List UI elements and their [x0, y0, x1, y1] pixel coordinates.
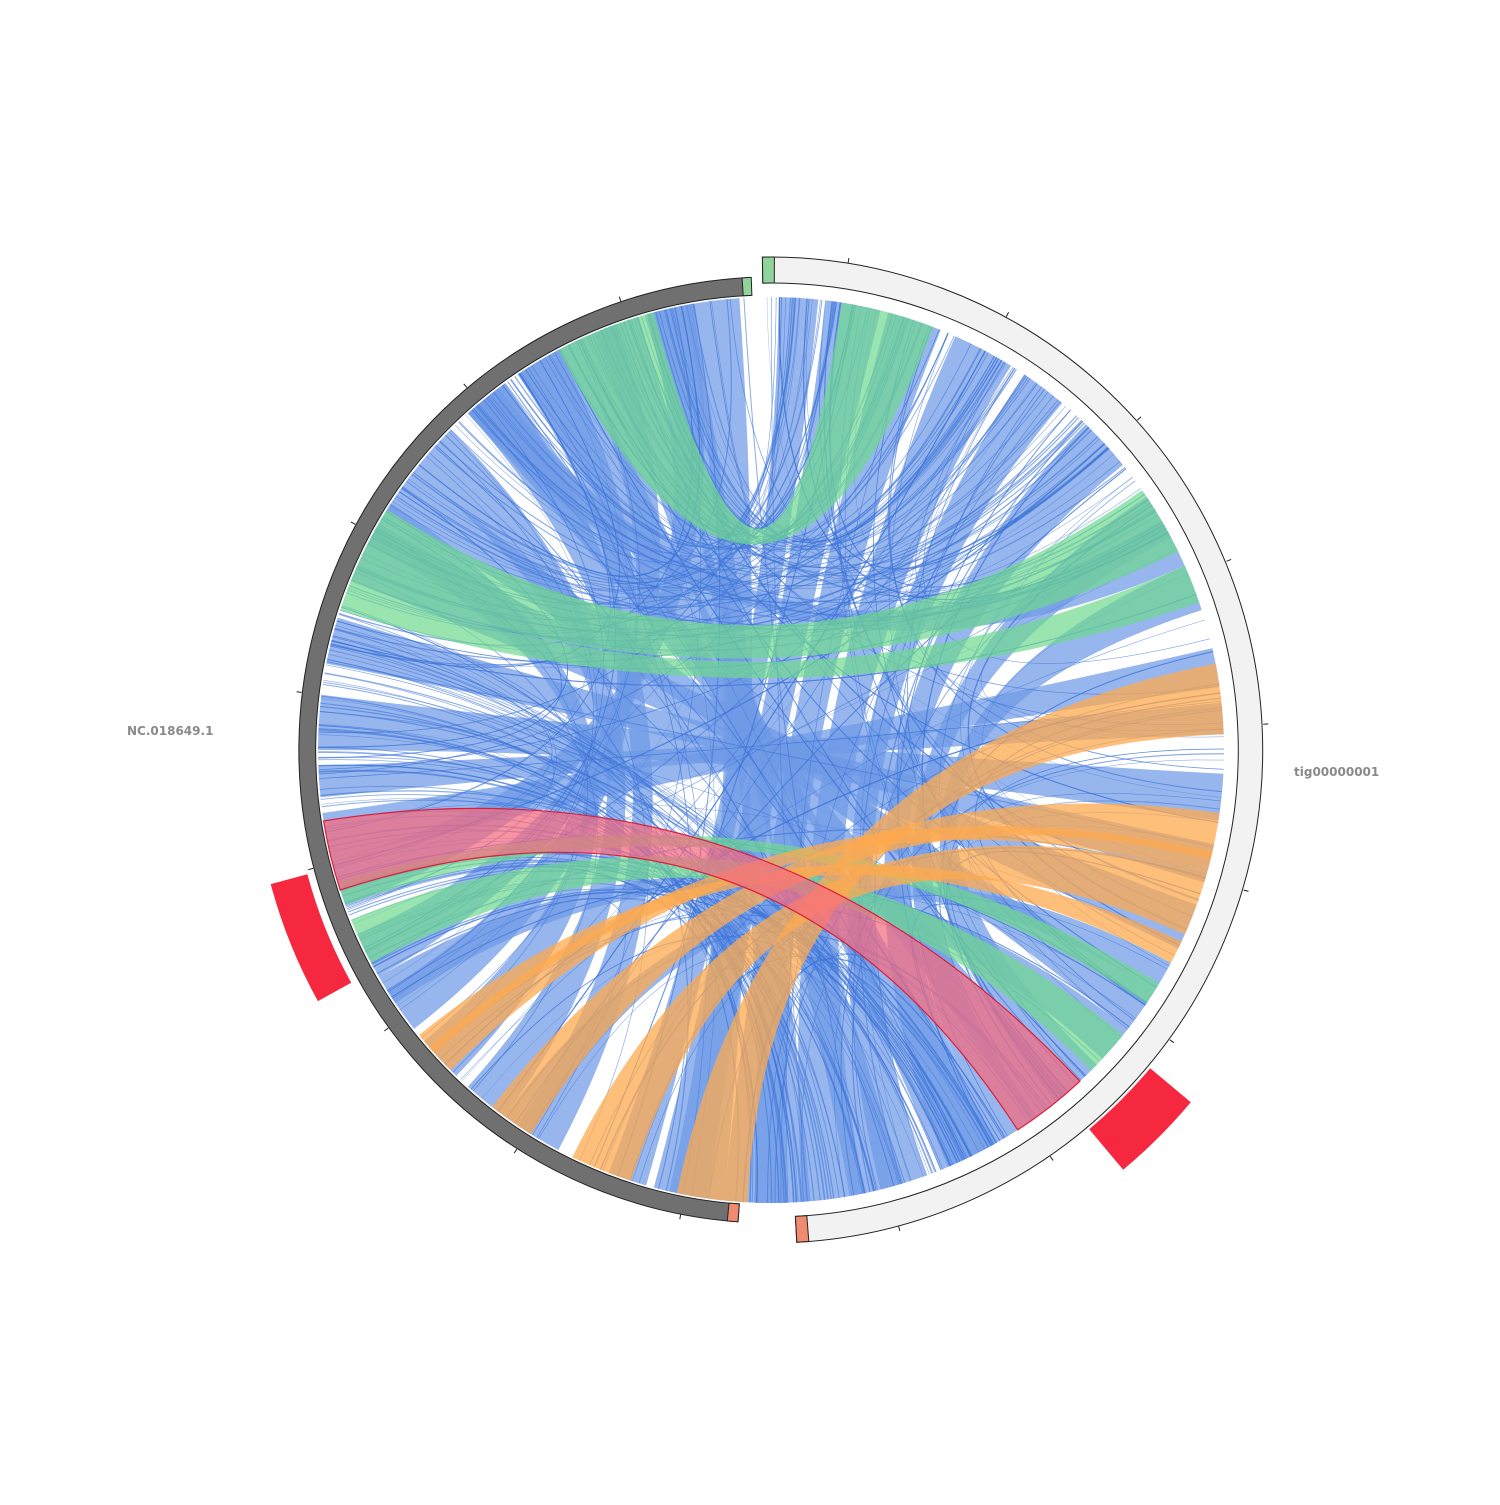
tick-mark [514, 1149, 517, 1153]
tick-mark [464, 384, 467, 388]
tick-mark [308, 868, 313, 869]
tick-mark [1227, 559, 1232, 561]
tick-mark [680, 1214, 681, 1219]
ideogram-left-start-marker [742, 277, 752, 295]
ideogram-right-start-marker [762, 257, 774, 283]
ideogram-right-end-marker [795, 1216, 808, 1243]
tick-mark [297, 692, 302, 693]
sequence-label-left: NC.018649.1 [127, 724, 213, 738]
tick-mark [619, 297, 621, 302]
tick-mark [848, 258, 849, 263]
tick-mark [1137, 417, 1141, 420]
tick-mark [351, 522, 355, 524]
tick-mark [899, 1226, 900, 1231]
tick-mark [384, 1028, 388, 1031]
tick-mark [1244, 890, 1249, 891]
tick-mark [1050, 1156, 1053, 1160]
tick-mark [1006, 312, 1008, 316]
tick-mark [1170, 1040, 1174, 1043]
ideogram-left-end-marker [727, 1203, 739, 1222]
links-layer [318, 297, 1224, 1203]
sequence-label-right: tig00000001 [1294, 765, 1379, 779]
